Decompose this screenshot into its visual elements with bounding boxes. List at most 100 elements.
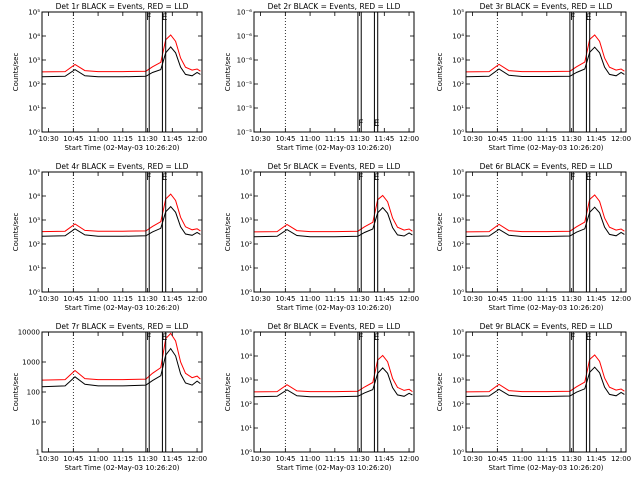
y-axis-title: Counts/sec [224,373,232,412]
x-tick-label: 11:15 [325,295,345,303]
marker-f-label: F [146,13,151,23]
x-axis-title: Start Time (02-May-03 10:26:20) [276,144,391,152]
y-tick-label: 10⁰ [28,129,40,137]
y-tick-label: 10² [452,401,464,409]
plot-frame [465,331,627,453]
x-tick-label: 10:45 [275,455,295,463]
x-tick-label: 10:30 [39,455,59,463]
x-tick-label: 10:45 [63,455,83,463]
y-tick-label: 1000 [22,359,40,367]
x-tick-label: 12:00 [187,295,207,303]
x-axis-title: Start Time (02-May-03 10:26:20) [64,304,179,312]
x-tick-label: 10:45 [487,455,507,463]
y-tick-label: 10⁴ [28,33,40,41]
x-tick-label: 11:00 [300,295,320,303]
y-tick-label: 10⁴ [452,193,464,201]
y-tick-label: 10⁵ [452,9,464,17]
y-axis-title: Counts/sec [224,53,232,92]
marker-f-label: F [146,333,151,343]
y-tick-label: 10⁰ [240,289,252,297]
y-tick-label: 10³ [28,57,40,65]
y-tick-label: 1 [36,449,40,457]
x-tick-label: 10:45 [275,295,295,303]
x-tick-label: 12:00 [399,295,419,303]
x-tick-label: 12:00 [187,135,207,143]
y-tick-label: 10³ [452,377,464,385]
x-tick-label: 11:30 [561,455,581,463]
y-tick-label: 10 [31,419,40,427]
panel-title: Det 5r BLACK = Events, RED = LLD [268,162,401,171]
x-tick-label: 10:30 [251,455,271,463]
x-tick-label: 10:45 [487,295,507,303]
marker-f-label: F [358,119,363,129]
y-tick-label: 10⁵ [452,169,464,177]
x-tick-label: 11:00 [88,295,108,303]
y-tick-label: 10⁴ [240,353,252,361]
marker-f-label: F [570,333,575,343]
x-tick-label: 10:30 [39,295,59,303]
x-tick-label: 10:30 [463,295,483,303]
y-axis-title: Counts/sec [12,53,20,92]
x-axis-title: Start Time (02-May-03 10:26:20) [64,144,179,152]
y-tick-label: 10⁵ [240,169,252,177]
x-axis-title: Start Time (02-May-03 10:26:20) [276,464,391,472]
marker-f-label: F [570,13,575,23]
y-tick-label: 10⁻⁶ [237,9,253,17]
y-tick-label: 10⁻⁵ [237,129,253,137]
y-tick-label: 10³ [452,57,464,65]
marker-f-label: F [358,173,363,183]
y-tick-label: 100 [27,389,40,397]
x-tick-label: 11:00 [88,455,108,463]
x-tick-label: 11:00 [512,135,532,143]
y-tick-label: 10⁵ [240,329,252,337]
plot-frame [253,171,415,293]
series-events-line [465,366,625,397]
y-axis-title: Counts/sec [436,53,444,92]
y-tick-label: 10⁰ [452,289,464,297]
plot-frame [41,171,203,293]
x-tick-label: 11:00 [512,295,532,303]
y-tick-label: 10³ [240,377,252,385]
x-tick-label: 12:00 [611,295,631,303]
x-axis-title: Start Time (02-May-03 10:26:20) [488,464,603,472]
x-tick-label: 11:30 [137,135,157,143]
y-tick-label: 10⁴ [28,193,40,201]
marker-e-label: E [162,333,168,343]
y-tick-label: 10² [452,81,464,89]
panel-title: Det 7r BLACK = Events, RED = LLD [56,322,189,331]
x-tick-label: 10:45 [63,295,83,303]
y-tick-label: 10¹ [240,425,252,433]
x-tick-label: 11:30 [349,135,369,143]
y-tick-label: 10³ [28,217,40,225]
x-tick-label: 11:45 [586,295,606,303]
marker-f-label: F [570,173,575,183]
y-tick-label: 10² [28,241,40,249]
y-tick-label: 10¹ [28,105,40,113]
y-tick-label: 10⁰ [452,129,464,137]
x-tick-label: 11:45 [374,295,394,303]
y-tick-label: 10⁰ [28,289,40,297]
plot-frame [253,11,415,133]
series-events-line [253,367,413,398]
y-axis-title: Counts/sec [436,373,444,412]
x-tick-label: 10:30 [39,135,59,143]
series-lld-line [465,354,625,393]
x-tick-label: 12:00 [399,135,419,143]
x-tick-label: 11:00 [88,135,108,143]
x-tick-label: 10:45 [275,135,295,143]
series-lld-line [41,34,201,73]
series-events-line [465,206,625,237]
y-tick-label: 10⁰ [240,449,252,457]
marker-e-label: E [162,173,168,183]
y-tick-label: 10⁻⁵ [237,105,253,113]
y-tick-label: 10⁴ [452,353,464,361]
x-tick-label: 11:45 [162,295,182,303]
x-tick-label: 11:15 [325,455,345,463]
